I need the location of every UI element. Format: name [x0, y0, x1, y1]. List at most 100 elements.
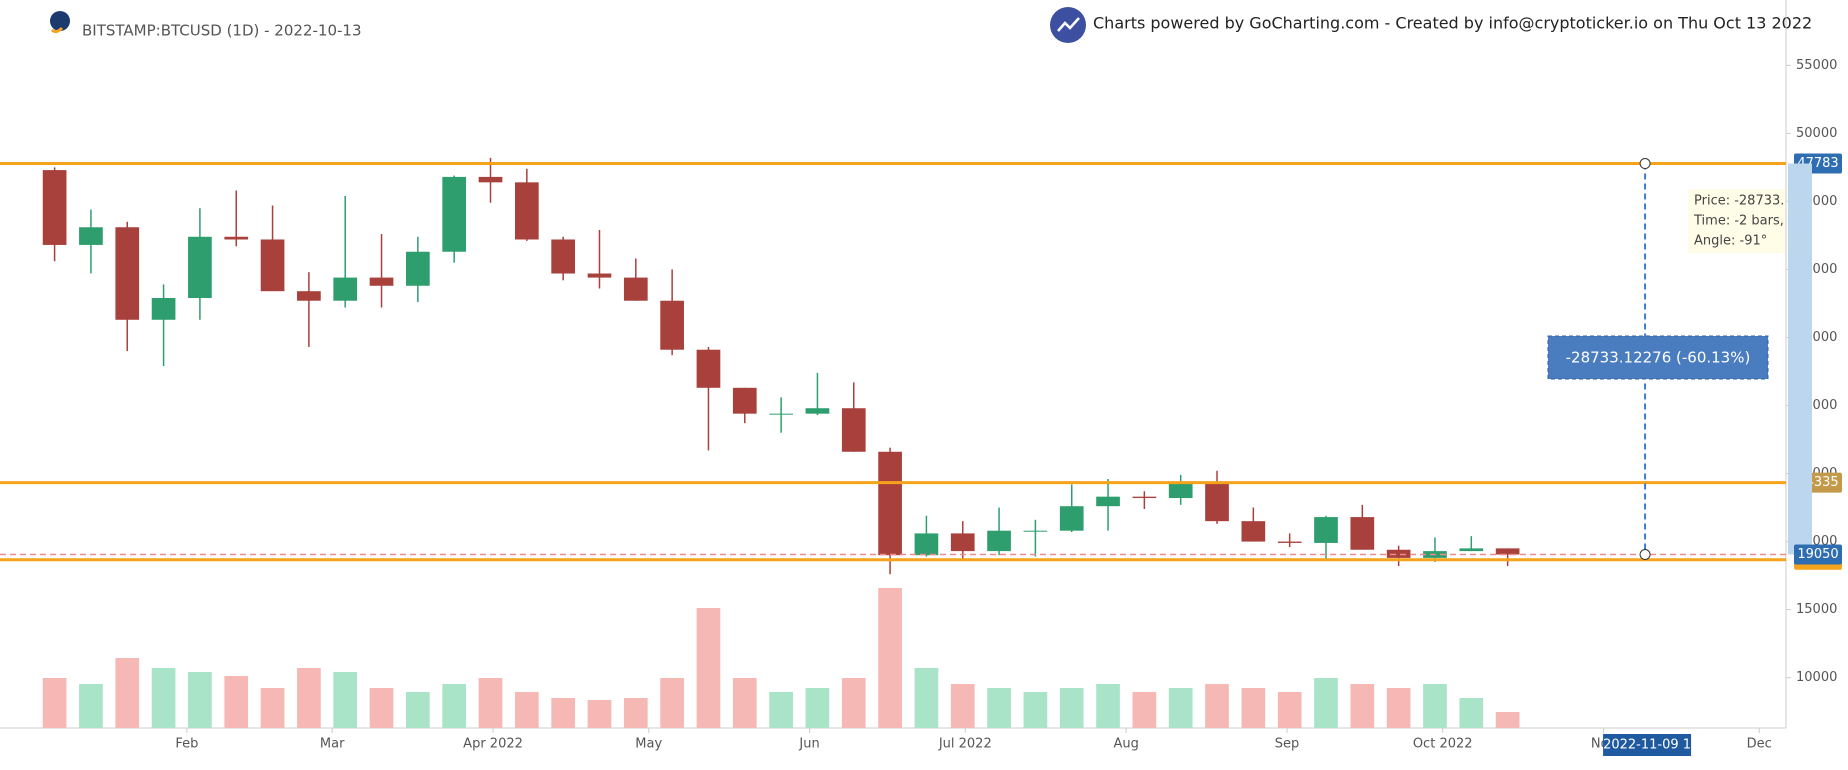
- y-tick-label: 50000: [1796, 126, 1837, 141]
- candle-body: [841, 408, 866, 452]
- volume-bar: [805, 688, 830, 728]
- candle-body: [406, 251, 430, 286]
- measure-handle: [1639, 549, 1651, 561]
- candle-body: [442, 176, 467, 252]
- measure-tooltip-line: Time: -2 bars,: [1693, 214, 1784, 229]
- candle-body: [1241, 521, 1266, 542]
- volume-bar: [188, 672, 212, 728]
- volume-bar: [333, 672, 358, 728]
- candle-body: [914, 533, 939, 556]
- candle-body: [297, 291, 321, 301]
- x-tick-label: Dec: [1747, 737, 1772, 752]
- candle-body: [333, 277, 358, 301]
- candle-body: [1277, 541, 1302, 543]
- logo: [50, 11, 70, 34]
- volume-bar: [841, 678, 866, 728]
- gocharting-icon: [1050, 7, 1086, 43]
- volume-bar: [1314, 678, 1338, 728]
- candle-body: [769, 413, 793, 415]
- volume-bar: [950, 684, 975, 728]
- volume-bar: [478, 678, 503, 728]
- volume-bar: [660, 678, 684, 728]
- volume-bar: [1459, 698, 1484, 728]
- volume-bar: [369, 688, 394, 728]
- candle-body: [950, 533, 975, 552]
- candle-body: [1096, 496, 1120, 507]
- candle-body: [79, 227, 103, 245]
- x-tick-label: Aug: [1113, 737, 1138, 752]
- volume-bar: [79, 684, 103, 728]
- volume-bar: [1277, 692, 1302, 728]
- volume-bar: [769, 692, 793, 728]
- candle-body: [42, 170, 67, 245]
- volume-bar: [1023, 692, 1048, 728]
- x-tick-label: Oct 2022: [1413, 737, 1473, 752]
- candle-body: [1168, 481, 1193, 499]
- candle-body: [1132, 496, 1157, 499]
- candle-body: [551, 239, 576, 274]
- candle-body: [1459, 548, 1484, 552]
- x-tick-label: Sep: [1275, 737, 1300, 752]
- volume-bar: [224, 676, 249, 728]
- volume-bar: [551, 698, 576, 728]
- measure-tooltip-line: Price: -28733.: [1694, 194, 1784, 209]
- volume-bar: [1350, 684, 1375, 728]
- candle-body: [151, 298, 176, 320]
- volume-bar: [1495, 712, 1520, 728]
- volume-bar: [151, 668, 176, 728]
- volume-bar: [587, 700, 612, 728]
- date-label: 2022-11-09 1: [1603, 738, 1691, 753]
- volume-bar: [878, 588, 902, 728]
- volume-bar: [1205, 684, 1229, 728]
- volume-bar: [42, 678, 67, 728]
- candle-body: [478, 176, 503, 183]
- candle-body: [805, 408, 830, 414]
- candle-body: [1386, 549, 1411, 558]
- candle-body: [188, 236, 212, 299]
- y-tick-label: 55000: [1796, 58, 1837, 73]
- candle-body: [587, 273, 612, 278]
- x-tick-label: Feb: [175, 737, 198, 752]
- volume-bar: [1059, 688, 1084, 728]
- candle-body: [1059, 506, 1084, 531]
- candle-body: [696, 349, 721, 388]
- measure-label: -28733.12276 (-60.13%): [1566, 349, 1751, 367]
- volume-bar: [987, 688, 1011, 728]
- measure-band: [1788, 163, 1812, 555]
- volume-bar: [1386, 688, 1411, 728]
- candle-body: [1350, 517, 1375, 550]
- volume-bar: [406, 692, 430, 728]
- y-tick-label: 10000: [1796, 670, 1837, 685]
- credit: Charts powered by GoCharting.com - Creat…: [1093, 14, 1812, 33]
- volume-bar: [1132, 692, 1157, 728]
- candle-body: [115, 227, 140, 320]
- measure-handle: [1639, 158, 1651, 170]
- volume-bar: [514, 692, 539, 728]
- volume-bar: [1096, 684, 1120, 728]
- candle-body: [1314, 517, 1338, 543]
- volume-bar: [732, 678, 757, 728]
- volume-bar: [1168, 688, 1193, 728]
- volume-bar: [914, 668, 939, 728]
- x-tick-label: Jul 2022: [938, 737, 992, 752]
- x-tick-label: Apr 2022: [463, 737, 523, 752]
- date-label-bg: [1603, 734, 1692, 756]
- level-label-bg: [1794, 544, 1842, 565]
- measure-tooltip-bg: [1688, 189, 1785, 253]
- candle-body: [514, 182, 539, 240]
- candle-body: [369, 277, 394, 286]
- candle-body: [732, 387, 757, 414]
- volume-bar: [623, 698, 648, 728]
- candle-body: [224, 236, 249, 240]
- volume-bar: [696, 608, 721, 728]
- candle-body: [1023, 530, 1048, 532]
- measure-tooltip-line: Angle: -91°: [1694, 234, 1767, 249]
- last-price-label: 19050: [1797, 547, 1838, 562]
- candle-body: [1205, 481, 1229, 522]
- symbol-title: BITSTAMP:BTCUSD (1D) - 2022-10-13: [82, 22, 362, 40]
- x-tick-label: Mar: [320, 737, 345, 752]
- x-tick-label: May: [635, 737, 662, 752]
- candle-body: [660, 300, 684, 350]
